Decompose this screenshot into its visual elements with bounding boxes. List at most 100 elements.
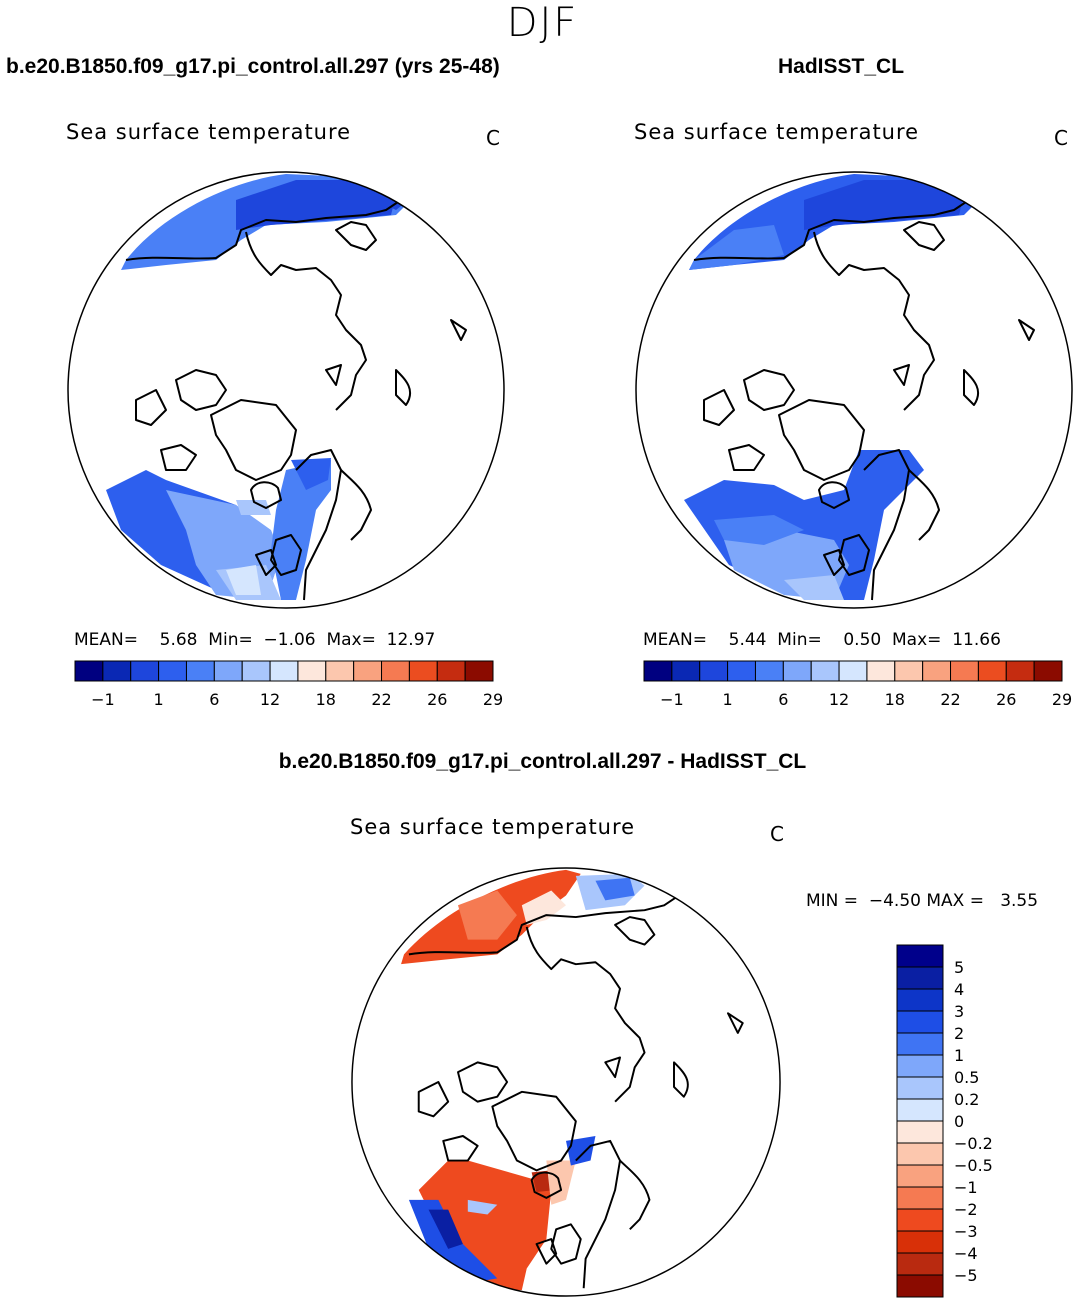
diff-map-coastline: [727, 1012, 744, 1034]
diff-colorbar-swatch: [896, 1186, 944, 1210]
obs-map-coastline: [893, 364, 910, 386]
model-map-coastline: [125, 199, 402, 261]
diff-min-value: −4.50: [868, 891, 921, 911]
obs-colorbar-swatch: [894, 660, 924, 682]
diff-stats: MIN = −4.50 MAX = 3.55: [806, 891, 1038, 911]
obs-map-coastline: [963, 369, 980, 406]
obs-colorbar-tick-label: 29: [1052, 690, 1072, 709]
diff-colorbar-tick-label: −0.2: [954, 1134, 993, 1153]
model-mean-value: 5.68: [159, 630, 198, 650]
diff-map-contour-region: [595, 877, 635, 901]
obs-map-coastline: [1018, 319, 1035, 341]
model-colorbar-swatch: [74, 660, 104, 682]
obs-map-coastline: [908, 469, 940, 541]
diff-colorbar-tick-label: 0.2: [954, 1090, 979, 1109]
obs-colorbar-swatch: [754, 660, 784, 682]
model-colorbar-swatch: [353, 660, 383, 682]
diff-map-layer: [351, 867, 781, 1297]
model-colorbar-swatch: [297, 660, 327, 682]
model-map-coastline: [270, 534, 302, 576]
obs-map-coastline: [903, 221, 945, 251]
model-colorbar-swatch: [408, 660, 438, 682]
obs-colorbar-swatch: [727, 660, 756, 682]
obs-colorbar-swatch: [977, 660, 1007, 682]
model-colorbar-swatch: [213, 660, 243, 682]
diff-map-boundary: [351, 867, 781, 1297]
obs-map-coastline: [728, 444, 765, 471]
model-units-label: C: [486, 126, 500, 150]
obs-map-layer: [635, 171, 1073, 609]
model-map-coastline: [210, 399, 297, 481]
diff-variable-label: Sea surface temperature: [350, 815, 636, 839]
obs-map-contour-region: [804, 180, 964, 230]
diff-map-contour-region: [458, 890, 517, 940]
obs-colorbar-swatch: [810, 660, 840, 682]
model-colorbar-tick-label: 22: [371, 690, 391, 709]
obs-colorbar-tick-label: 6: [778, 690, 788, 709]
diff-map-coastline: [457, 1061, 509, 1103]
obs-map-coastline: [743, 369, 795, 411]
obs-colorbar-swatch: [1033, 660, 1063, 682]
obs-colorbar-swatch: [866, 660, 896, 682]
model-colorbar-swatch: [158, 660, 187, 682]
model-map-coastline: [295, 449, 342, 601]
diff-map-contour-region: [566, 1136, 596, 1166]
diff-colorbar-tick-label: −1: [954, 1178, 978, 1197]
diff-map-coastline: [535, 1238, 558, 1265]
diff-colorbar-tick-label: 0: [954, 1112, 964, 1131]
model-map-coastlines: [125, 199, 467, 601]
diff-map-coastline: [530, 1171, 563, 1199]
diff-map-coastline: [673, 1061, 689, 1098]
diff-colorbar-swatch: [896, 944, 944, 968]
diff-map-coastline: [575, 1139, 621, 1289]
obs-map-coastline: [838, 534, 870, 576]
obs-map-coastline: [818, 481, 850, 509]
model-map-contour-region: [236, 180, 396, 230]
diff-units-label: C: [770, 822, 784, 846]
obs-colorbar-swatch: [671, 660, 701, 682]
model-map-coastline: [335, 221, 377, 251]
model-colorbar: −1 1 6 12 18 22 26 29: [74, 660, 503, 709]
obs-map-fields: [684, 174, 979, 600]
model-map-coastline: [395, 369, 412, 406]
model-colorbar-swatch: [269, 660, 299, 682]
model-map-coastline: [135, 389, 167, 426]
model-variable-label: Sea surface temperature: [66, 120, 352, 144]
model-max-label: Max=: [326, 630, 376, 650]
model-map-contour-region: [226, 565, 261, 595]
model-colorbar-swatch: [325, 660, 355, 682]
obs-colorbar-tick-label: 12: [829, 690, 849, 709]
obs-map-contour-region: [784, 575, 844, 600]
diff-map-coastline: [614, 916, 656, 946]
diff-map-contour-region: [418, 1160, 552, 1291]
obs-colorbar-swatch: [950, 660, 979, 682]
model-colorbar-swatch: [381, 660, 410, 682]
diff-map-coastline: [619, 1159, 651, 1230]
diff-map-coastlines: [408, 894, 744, 1289]
diff-colorbar-swatch: [896, 1098, 944, 1122]
model-colorbar-tick-label: 29: [483, 690, 503, 709]
model-map-coastline: [245, 231, 367, 411]
model-map-contour-region: [271, 460, 331, 600]
obs-map-coastlines: [693, 199, 1035, 601]
model-map-coastline: [160, 444, 197, 471]
diff-colorbar-tick-label: −5: [954, 1266, 978, 1285]
model-colorbar-swatch: [102, 660, 132, 682]
obs-colorbar-swatch: [838, 660, 868, 682]
diff-map-coastline: [408, 894, 680, 956]
obs-mean-label: MEAN=: [643, 630, 707, 650]
obs-colorbar-tick-label: 22: [940, 690, 960, 709]
diff-colorbar-swatch: [896, 1010, 944, 1034]
diff-colorbar-tick-label: 1: [954, 1046, 964, 1065]
diff-colorbar: 5 4 3 2 1 0.5 0.2 0 −0.2 −0.5 −1 −2 −3 −4 −5: [896, 944, 993, 1298]
obs-colorbar-swatch: [699, 660, 729, 682]
obs-variable-label: Sea surface temperature: [634, 120, 920, 144]
obs-colorbar-tick-label: −1: [660, 690, 684, 709]
model-map-boundary: [67, 171, 505, 609]
diff-colorbar-swatch: [896, 1164, 944, 1188]
obs-map-coastline: [863, 449, 910, 601]
diff-colorbar-tick-label: 3: [954, 1002, 964, 1021]
model-colorbar-tick-label: −1: [91, 690, 115, 709]
diff-colorbar-tick-label: 0.5: [954, 1068, 979, 1087]
obs-map-boundary: [635, 171, 1073, 609]
